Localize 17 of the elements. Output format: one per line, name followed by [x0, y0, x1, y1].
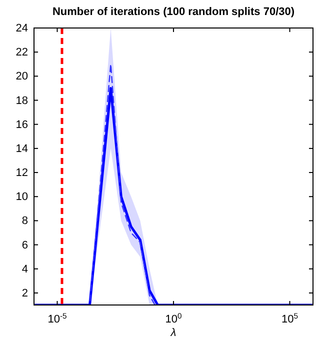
y-tick-label: 14 — [16, 142, 28, 155]
chart-title: Number of iterations (100 random splits 70/30) — [52, 6, 295, 18]
x-tick-label: 10$^{5}$ — [281, 310, 298, 326]
y-tick-label: 8 — [22, 215, 28, 228]
y-tick-label: 16 — [16, 118, 28, 131]
y-tick-label: 20 — [16, 70, 28, 83]
y-tick-label: 10 — [16, 191, 28, 204]
y-tick-label: 6 — [22, 239, 28, 252]
x-axis-title: λ — [170, 327, 176, 339]
y-tick-label: 18 — [16, 94, 28, 107]
y-tick-label: 24 — [16, 22, 28, 35]
y-tick-label: 22 — [16, 46, 28, 59]
y-tick-label: 2 — [22, 287, 28, 300]
y-tick-label: 4 — [22, 263, 28, 276]
x-tick-label: 10$^{-5}$ — [48, 310, 67, 326]
y-tick-label: 12 — [16, 167, 28, 180]
x-tick-label: 10$^{0}$ — [165, 310, 182, 326]
